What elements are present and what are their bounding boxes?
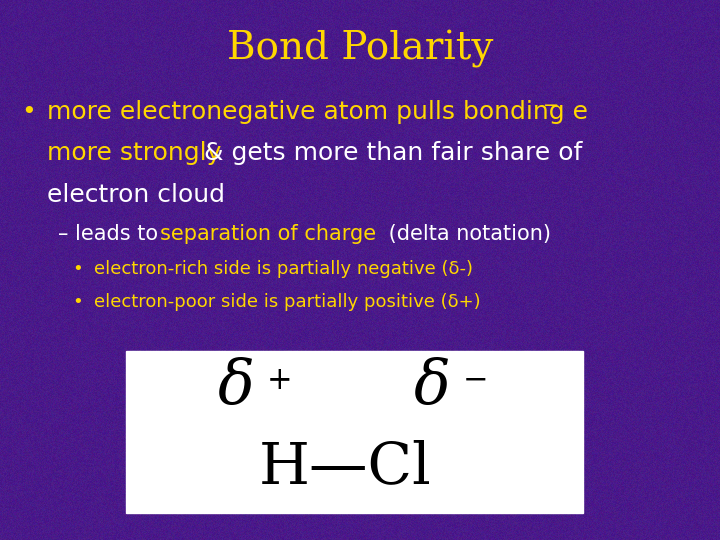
Text: – leads to: – leads to <box>58 224 164 244</box>
Text: •: • <box>22 100 36 124</box>
Text: & gets more than fair share of: & gets more than fair share of <box>196 141 582 165</box>
FancyBboxPatch shape <box>126 351 583 513</box>
Text: +: + <box>266 364 292 396</box>
Text: (delta notation): (delta notation) <box>382 224 551 244</box>
Text: more electronegative atom pulls bonding e: more electronegative atom pulls bonding … <box>47 100 588 124</box>
Text: electron-poor side is partially positive (δ+): electron-poor side is partially positive… <box>94 293 480 310</box>
Text: •: • <box>72 260 83 278</box>
Text: electron-rich side is partially negative (δ-): electron-rich side is partially negative… <box>94 260 472 278</box>
Text: −: − <box>543 96 559 114</box>
Text: δ: δ <box>217 356 254 417</box>
Text: −: − <box>463 364 488 396</box>
Text: Bond Polarity: Bond Polarity <box>227 30 493 68</box>
Text: •: • <box>72 293 83 310</box>
Text: separation of charge: separation of charge <box>160 224 376 244</box>
Text: H—Cl: H—Cl <box>259 440 432 496</box>
Text: δ: δ <box>414 356 451 417</box>
Text: electron cloud: electron cloud <box>47 183 225 207</box>
Text: more strongly: more strongly <box>47 141 221 165</box>
